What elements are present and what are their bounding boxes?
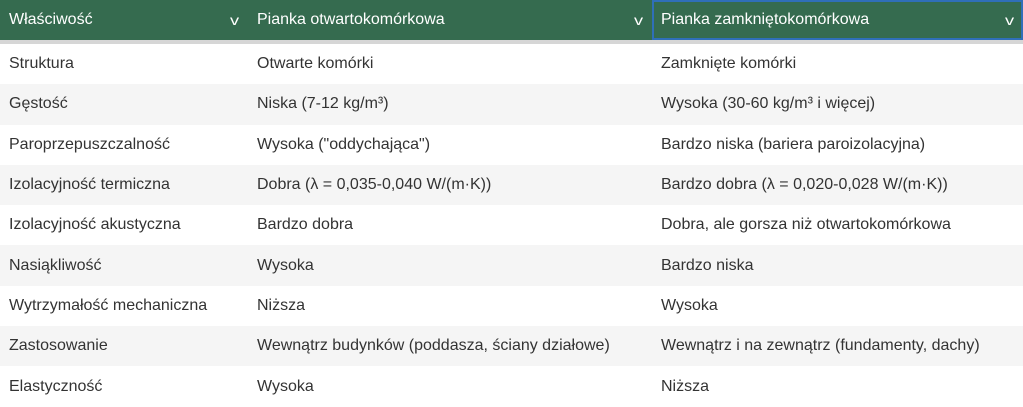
- table-cell: Bardzo niska (bariera paroizolacyjna): [661, 135, 926, 153]
- column-header-label: Właściwość: [9, 11, 93, 28]
- table-row: Paroprzepuszczalność Wysoka ("oddychająca…: [0, 125, 1023, 165]
- column-header-open-cell[interactable]: Pianka otwartokomórkowa v: [248, 0, 652, 40]
- table-cell: Elastyczność: [9, 377, 103, 395]
- table-cell: Zamknięte komórki: [661, 55, 797, 73]
- table-cell: Bardzo dobra (λ = 0,020-0,028 W/(m·K)): [661, 176, 948, 194]
- table-row: Zastosowanie Wewnątrz budynków (poddasza,…: [0, 326, 1023, 367]
- table-cell: Wysoka: [257, 256, 314, 274]
- table-cell: Izolacyjność termiczna: [9, 176, 170, 194]
- table-row: Izolacyjność akustyczna Bardzo dobra Dobra…: [0, 205, 1023, 245]
- table-row: Gęstość Niska (7-12 kg/m³) Wysoka (30-60 k…: [0, 84, 1023, 125]
- table-cell: Paroprzepuszczalność: [9, 135, 170, 153]
- column-header-label: Pianka otwartokomórkowa: [257, 11, 445, 28]
- table-cell: Nasiąkliwość: [9, 256, 102, 274]
- table-row: Izolacyjność termiczna Dobra (λ = 0,035-0…: [0, 164, 1023, 206]
- table-cell: Niska (7-12 kg/m³): [257, 95, 389, 113]
- table-row: Elastyczność Wysoka Niższa: [0, 366, 1023, 406]
- table-row: Nasiąkliwość Wysoka Bardzo niska: [0, 245, 1023, 286]
- column-header-closed-cell[interactable]: Pianka zamkniętokomórkowa v: [652, 0, 1023, 40]
- table-cell: Gęstość: [9, 95, 68, 113]
- table-cell: Otwarte komórki: [257, 55, 374, 73]
- table-row: Wytrzymałość mechaniczna Niższa Wysoka: [0, 286, 1023, 326]
- table-cell: Bardzo niska: [661, 256, 754, 274]
- table-cell: Niższa: [661, 377, 710, 395]
- table-cell: Wewnątrz i na zewnątrz (fundamenty, dach…: [661, 337, 980, 355]
- chevron-down-icon[interactable]: v: [633, 12, 644, 28]
- table-cell: Wysoka ("oddychająca"): [257, 135, 431, 153]
- table-body: Struktura Otwarte komórki Zamknięte komórk…: [0, 44, 1023, 407]
- table-row: Struktura Otwarte komórki Zamknięte komórk…: [0, 44, 1023, 84]
- table-cell: Zastosowanie: [9, 337, 108, 355]
- table-cell: Wysoka: [661, 296, 718, 314]
- table-cell: Wytrzymałość mechaniczna: [9, 296, 208, 314]
- table-cell: Wewnątrz budynków (poddasza, ściany dzia…: [257, 337, 610, 355]
- table-header: Właściwość v Pianka otwartokomórkowa v Pia…: [0, 0, 1023, 44]
- table-cell: Wysoka (30-60 kg/m³ i więcej): [661, 95, 876, 113]
- table-cell: Dobra, ale gorsza niż otwartokomórkowa: [661, 216, 951, 234]
- table-cell: Bardzo dobra: [257, 216, 354, 234]
- table-cell: Wysoka: [257, 377, 314, 395]
- chevron-down-icon[interactable]: v: [229, 12, 240, 28]
- table-cell: Dobra (λ = 0,035-0,040 W/(m·K)): [257, 176, 492, 194]
- table-cell: Niższa: [257, 296, 306, 314]
- table-cell: Izolacyjność akustyczna: [9, 216, 181, 234]
- chevron-down-icon[interactable]: v: [1004, 12, 1015, 28]
- column-header-property[interactable]: Właściwość v: [0, 0, 248, 40]
- column-header-label: Pianka zamkniętokomórkowa: [661, 11, 870, 28]
- table-cell: Struktura: [9, 55, 74, 73]
